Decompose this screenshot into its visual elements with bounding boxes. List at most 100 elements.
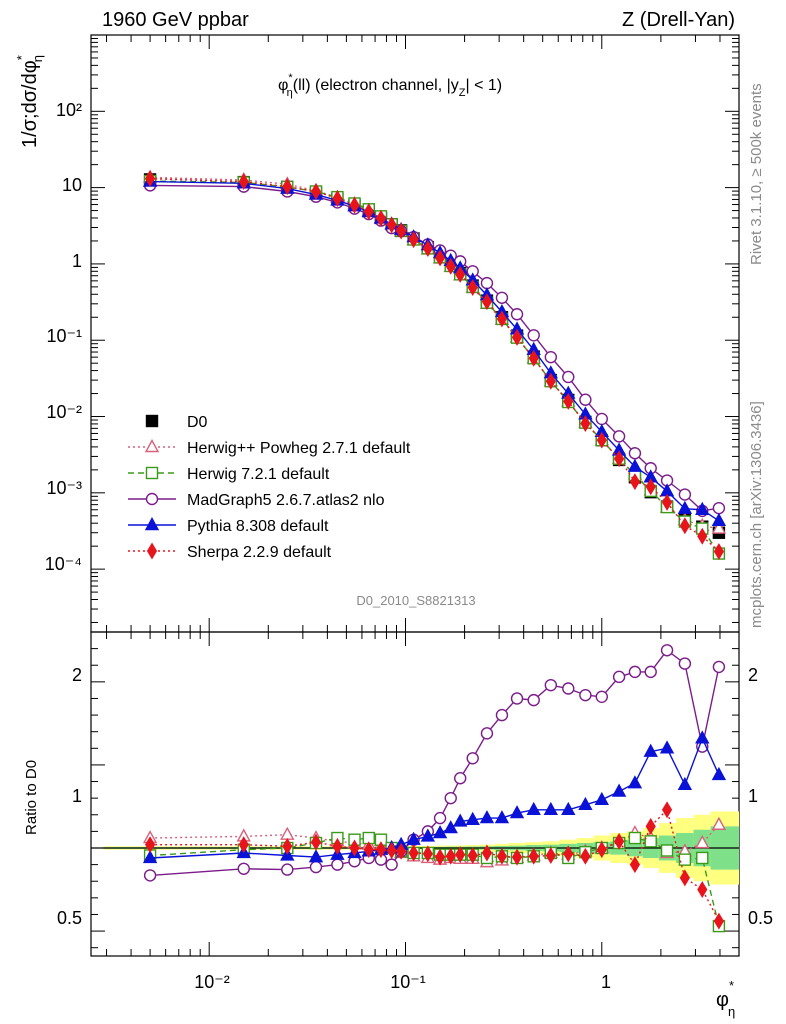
point-4-28	[677, 500, 693, 514]
point-3-25	[628, 447, 642, 460]
ratio-point-5-29	[697, 881, 708, 899]
point-5-17	[496, 310, 508, 328]
point-5-14	[455, 265, 466, 283]
ratio-y-tick-label-1: 1	[72, 786, 82, 806]
point-3-18	[510, 308, 524, 321]
point-4-25	[627, 458, 643, 472]
mcplots-label: mcplots.cern.ch [arXiv:1306.3436]	[748, 401, 765, 628]
ratio-point-5-10	[408, 844, 419, 862]
point-3-28	[678, 488, 692, 501]
ratio-point-3-8	[385, 858, 398, 871]
ratio-point-5-8	[386, 842, 397, 859]
legend-marker-2	[145, 466, 159, 480]
y-axis-label-main: 1/σ;dσ/dφ	[19, 60, 41, 148]
point-5-26	[645, 478, 656, 496]
point-5-4	[332, 190, 343, 207]
main-series	[142, 169, 727, 561]
ratio-point-3-30	[712, 660, 726, 674]
plot-title-sup: *	[288, 72, 293, 84]
ratio-point-3-19	[527, 693, 540, 707]
ratio-point-5-6	[363, 841, 374, 859]
ratio-point-5-3	[310, 833, 322, 851]
x-tick-label-1: 10⁻¹	[390, 972, 426, 992]
point-5-3	[310, 182, 322, 200]
ratio-point-4-22	[578, 796, 593, 810]
y-axis-label: 1/σ;dσ/dφ*η	[14, 55, 45, 148]
ratio-point-5-25	[629, 856, 641, 874]
ratio-point-4-21	[561, 801, 576, 815]
plot-title-phi: φ	[278, 77, 288, 94]
ratio-point-1-29	[695, 835, 710, 849]
ratio-point-5-27	[661, 801, 673, 819]
point-3-21	[562, 370, 575, 384]
point-5-16	[481, 293, 493, 311]
legend-marker-3	[145, 492, 159, 506]
ratio-plot-frame	[90, 631, 740, 957]
ratio-point-5-14	[455, 846, 466, 864]
ratio-point-3-0	[143, 869, 157, 882]
ratio-point-3-15	[466, 752, 479, 765]
ratio-point-4-24	[611, 783, 627, 797]
ratio-point-3-23	[595, 690, 608, 703]
axis-ticks	[91, 35, 740, 956]
ratio-point-5-1	[238, 836, 249, 854]
point-5-23	[596, 431, 607, 449]
plot-title: φ* η(ll) (electron channel, |yZ| < 1)	[278, 72, 502, 99]
point-5-19	[528, 349, 539, 367]
ratio-point-3-16	[480, 727, 494, 740]
legend-marker-5	[146, 542, 158, 560]
ratio-point-3-27	[660, 644, 674, 657]
ratio-point-3-17	[495, 708, 509, 722]
point-5-11	[422, 240, 433, 258]
ratio-point-3-25	[628, 665, 642, 679]
ratio-point-1-30	[711, 816, 727, 830]
ratio-point-5-13	[445, 847, 456, 865]
ratio-point-3-4	[331, 858, 344, 871]
ratio-point-5-0	[145, 836, 156, 854]
ratio-point-4-15	[465, 811, 480, 825]
point-5-24	[614, 450, 625, 468]
ratio-point-3-28	[678, 657, 692, 670]
point-5-8	[386, 216, 397, 234]
point-4-30	[711, 512, 727, 526]
legend-label-0: D0	[187, 414, 208, 431]
ratio-point-5-28	[679, 869, 690, 887]
ratio-point-5-30	[713, 912, 724, 930]
ratio-point-5-12	[434, 848, 446, 866]
ratio-series-5	[145, 801, 724, 930]
legend-label-5: Sherpa 2.2.9 default	[187, 544, 332, 561]
legend-marker-4	[144, 517, 160, 531]
point-5-5	[349, 196, 360, 214]
point-3-20	[544, 350, 558, 364]
legend-markers	[128, 414, 176, 560]
point-5-28	[679, 517, 690, 535]
ratio-point-5-20	[545, 847, 556, 864]
ratio-point-5-23	[596, 841, 607, 859]
point-5-30	[713, 543, 724, 561]
y-tick-label-1: 10⁻³	[46, 478, 82, 498]
point-4-29	[695, 501, 710, 515]
point-5-9	[396, 222, 407, 240]
y-axis-label-sup: *	[14, 55, 29, 60]
x-axis-label-main: φ	[716, 989, 729, 1011]
ratio-point-3-2	[281, 863, 294, 876]
ratio-point-4-12	[432, 825, 448, 839]
legend-label-2: Herwig 7.2.1 default	[187, 466, 330, 483]
point-1-30	[711, 520, 727, 534]
rivet-label: Rivet 3.1.10, ≥ 500k events	[748, 83, 765, 265]
ratio-point-3-13	[444, 791, 457, 805]
ratio-point-2-28	[678, 853, 692, 866]
ratio-point-2-25	[628, 831, 642, 845]
ratio-point-3-14	[454, 772, 467, 785]
ratio-y-tick-label-right-2: 2	[748, 665, 758, 685]
series-5	[145, 170, 724, 561]
ratio-y-tick-label-right-1: 1	[748, 786, 758, 806]
point-5-15	[467, 279, 478, 297]
ratio-point-4-27	[659, 740, 675, 754]
ratio-point-4-29	[695, 730, 710, 744]
plot-title-sub2: Z	[459, 87, 466, 99]
ratio-point-5-11	[422, 845, 433, 863]
y-axis-label-sub: η	[30, 55, 45, 62]
ratio-point-2-26	[644, 835, 657, 848]
